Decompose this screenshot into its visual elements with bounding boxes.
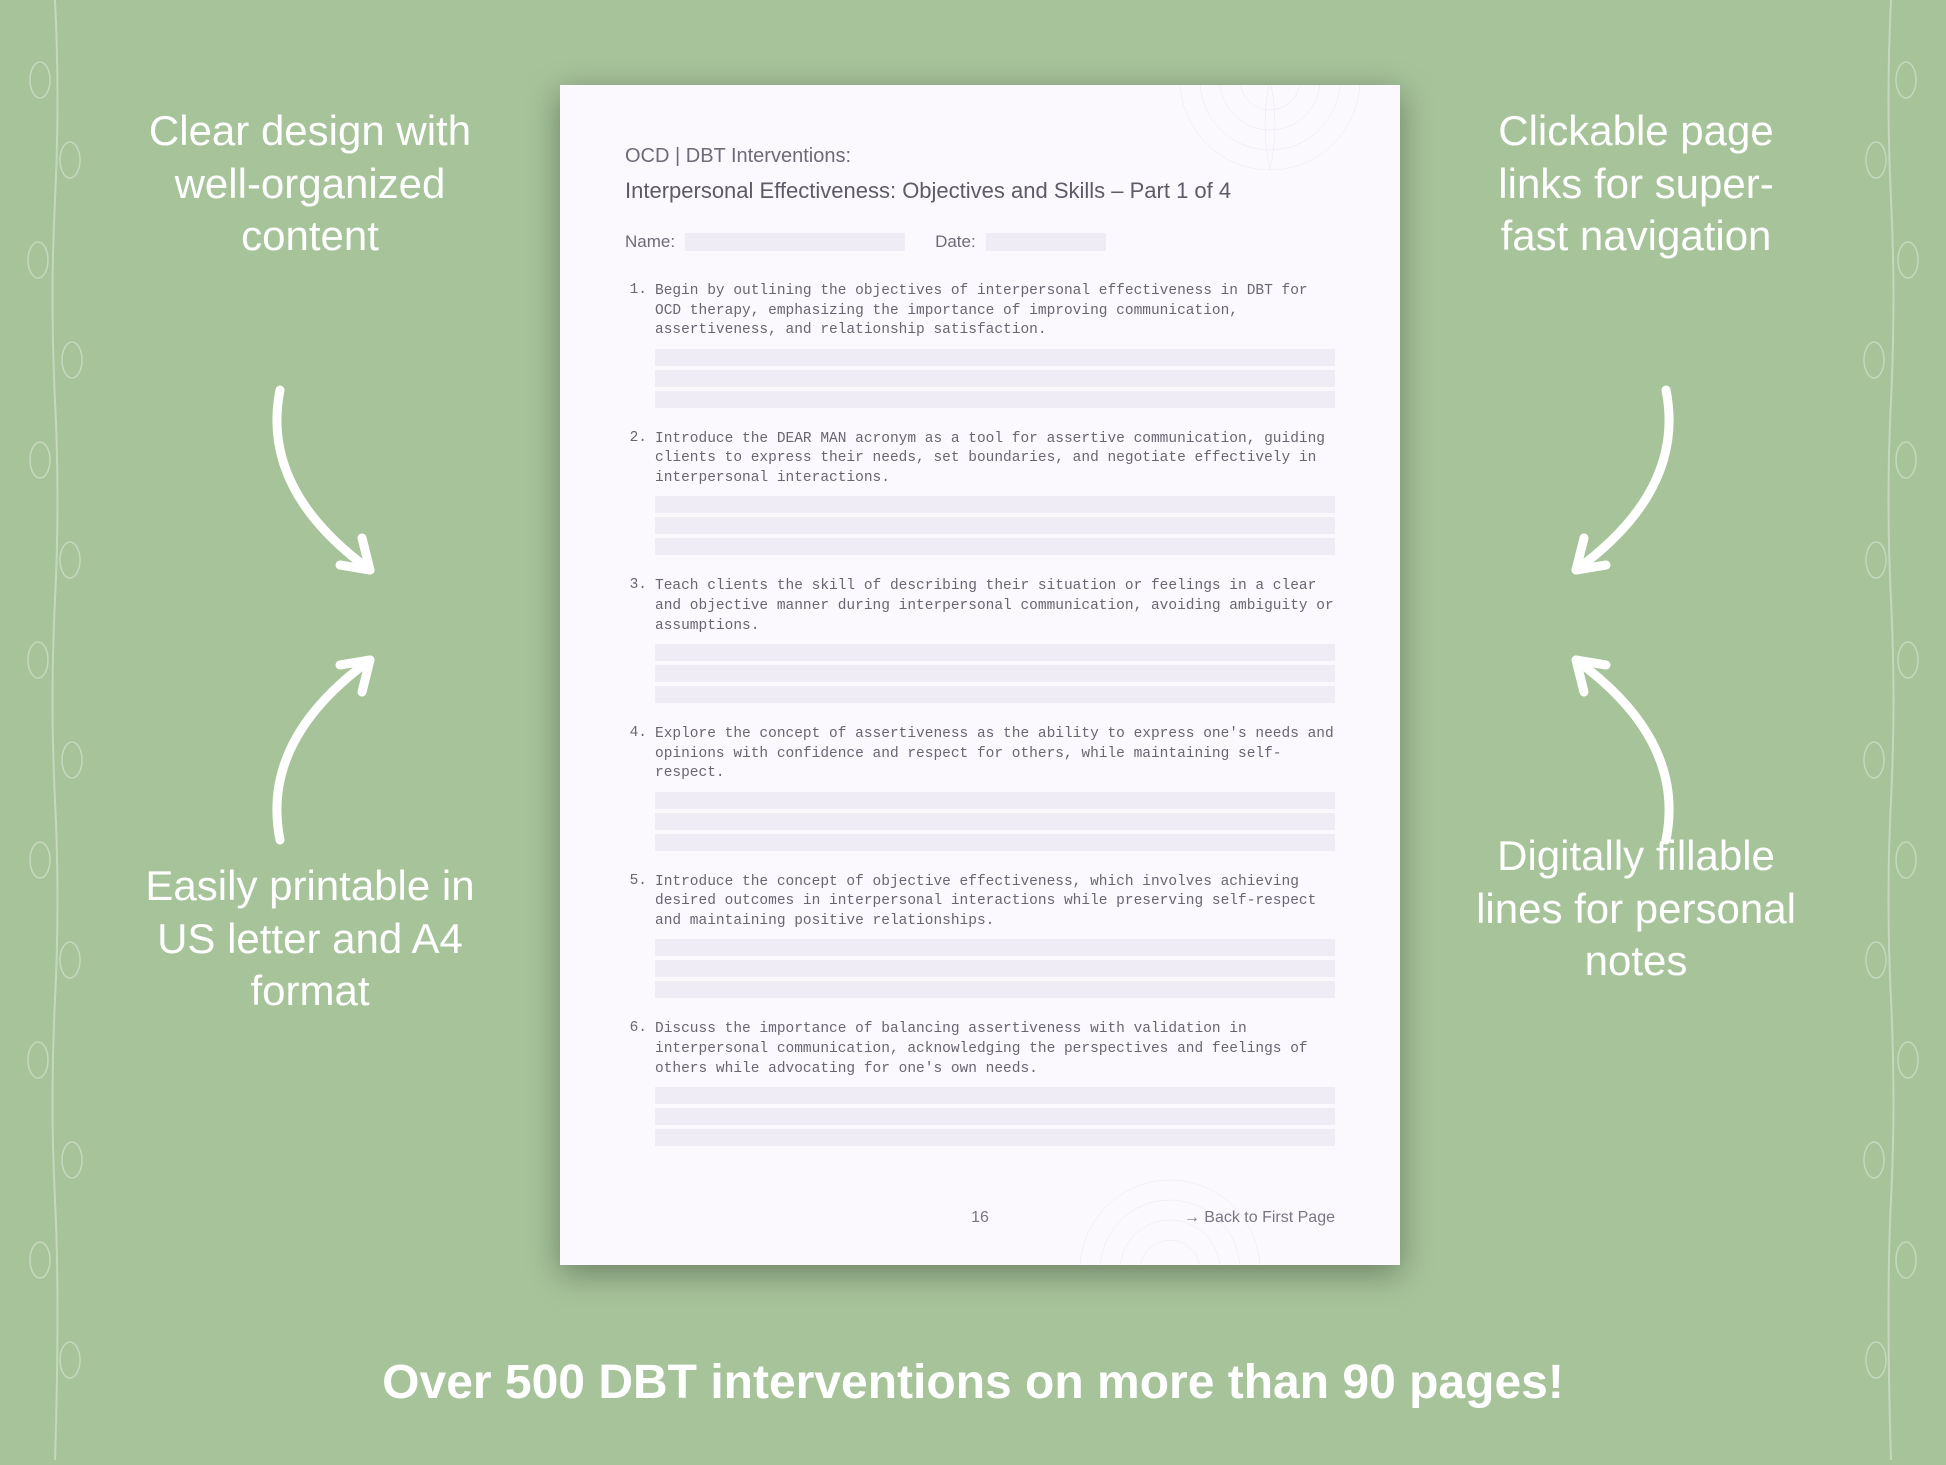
worksheet-item: 1. Begin by outlining the objectives of … — [625, 282, 1335, 408]
page-preview: OCD | DBT Interventions: Interpersonal E… — [560, 85, 1400, 1265]
item-number: 3. — [625, 577, 647, 636]
name-label: Name: — [625, 232, 675, 252]
fillable-lines[interactable] — [655, 939, 1335, 998]
fillable-lines[interactable] — [655, 644, 1335, 703]
callout-top-left: Clear design with well-organized content — [140, 105, 480, 263]
item-text: Teach clients the skill of describing th… — [655, 577, 1335, 636]
item-number: 5. — [625, 873, 647, 932]
date-label: Date: — [935, 232, 976, 252]
worksheet-item: 2. Introduce the DEAR MAN acronym as a t… — [625, 430, 1335, 556]
callout-bottom-left: Easily printable in US letter and A4 for… — [140, 860, 480, 1018]
page-number: 16 — [971, 1209, 989, 1227]
arrow-bottom-right-icon — [1486, 620, 1706, 860]
decorative-vine-right — [1846, 0, 1936, 1460]
worksheet-item: 5. Introduce the concept of objective ef… — [625, 873, 1335, 999]
arrow-top-right-icon — [1486, 370, 1706, 610]
item-text: Explore the concept of assertiveness as … — [655, 725, 1335, 784]
fillable-lines[interactable] — [655, 496, 1335, 555]
bottom-banner: Over 500 DBT interventions on more than … — [0, 1355, 1946, 1410]
fillable-lines[interactable] — [655, 792, 1335, 851]
page-title: Interpersonal Effectiveness: Objectives … — [625, 178, 1335, 204]
item-number: 1. — [625, 282, 647, 341]
mandala-decoration-top-icon — [1080, 85, 1400, 175]
arrow-bottom-left-icon — [240, 620, 460, 860]
item-number: 4. — [625, 725, 647, 784]
page-footer: 16 → Back to First Page — [625, 1209, 1335, 1227]
decorative-vine-left — [10, 0, 100, 1460]
name-date-row: Name: Date: — [625, 232, 1335, 252]
item-number: 2. — [625, 430, 647, 489]
back-to-first-link[interactable]: → Back to First Page — [1184, 1209, 1335, 1227]
item-text: Introduce the DEAR MAN acronym as a tool… — [655, 430, 1335, 489]
arrow-top-left-icon — [240, 370, 460, 610]
worksheet-item: 4. Explore the concept of assertiveness … — [625, 725, 1335, 851]
item-number: 6. — [625, 1020, 647, 1079]
fillable-lines[interactable] — [655, 349, 1335, 408]
fillable-lines[interactable] — [655, 1087, 1335, 1146]
callout-top-right: Clickable page links for super-fast navi… — [1466, 105, 1806, 263]
worksheet-item: 6. Discuss the importance of balancing a… — [625, 1020, 1335, 1146]
date-input-line[interactable] — [986, 233, 1106, 251]
item-text: Discuss the importance of balancing asse… — [655, 1020, 1335, 1079]
item-text: Begin by outlining the objectives of int… — [655, 282, 1335, 341]
name-input-line[interactable] — [685, 233, 905, 251]
worksheet-item: 3. Teach clients the skill of describing… — [625, 577, 1335, 703]
item-text: Introduce the concept of objective effec… — [655, 873, 1335, 932]
